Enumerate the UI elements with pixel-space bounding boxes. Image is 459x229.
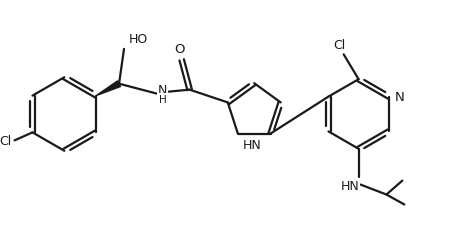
- Text: N: N: [395, 91, 404, 104]
- Text: O: O: [174, 43, 185, 56]
- Polygon shape: [96, 82, 121, 96]
- Text: H: H: [159, 94, 167, 104]
- Text: Cl: Cl: [334, 39, 346, 52]
- Text: N: N: [158, 84, 168, 97]
- Text: HN: HN: [340, 179, 359, 192]
- Text: HO: HO: [129, 33, 147, 46]
- Text: HN: HN: [243, 138, 262, 151]
- Text: Cl: Cl: [0, 134, 12, 147]
